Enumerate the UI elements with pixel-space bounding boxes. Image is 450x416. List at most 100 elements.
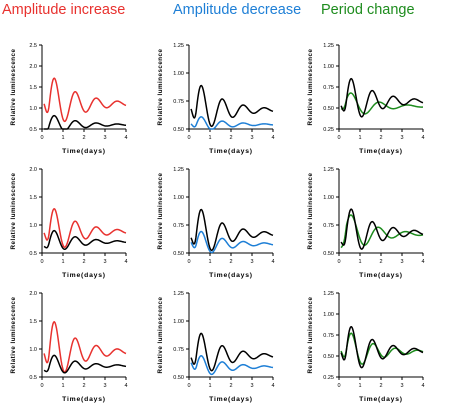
panel-r1-c2: 0.50 0.75 1.00 1.25 0 1 2 3 4 Time(days) Relative … — [157, 43, 275, 155]
y-tick-label: 1.5 — [29, 319, 37, 325]
y-tick-label: 0.5 — [29, 251, 37, 257]
y-tick-label: 0.75 — [323, 333, 334, 339]
y-axis-label: Relative luminescence — [307, 297, 314, 374]
series-line-treated — [190, 355, 274, 376]
x-tick-label: 2 — [379, 383, 382, 389]
series-line-treated — [43, 208, 127, 249]
series-line-control — [190, 84, 274, 128]
series-line-control — [340, 77, 424, 118]
y-tick-label: 2.0 — [29, 64, 37, 70]
y-tick-label: 1.25 — [323, 291, 334, 297]
y-tick-label: 1.00 — [173, 71, 184, 77]
x-tick-label: 4 — [124, 259, 127, 265]
x-tick-label: 1 — [208, 383, 211, 389]
series-line-treated — [190, 116, 274, 130]
x-tick-label: 0 — [40, 259, 43, 265]
y-tick-label: 1.0 — [29, 347, 37, 353]
y-tick-label: 0.50 — [323, 106, 334, 112]
y-tick-label: 1.00 — [323, 312, 334, 318]
y-axis-label: Relative luminescence — [307, 49, 314, 126]
x-tick-label: 2 — [229, 259, 232, 265]
x-tick-label: 1 — [358, 135, 361, 141]
y-tick-label: 1.00 — [323, 64, 334, 70]
y-tick-label: 1.5 — [29, 85, 37, 91]
y-tick-label: 2.0 — [29, 291, 37, 297]
x-tick-label: 4 — [271, 135, 274, 141]
y-tick-label: 0.50 — [173, 127, 184, 133]
x-tick-label: 0 — [187, 135, 190, 141]
panel-r1-c3: 0.25 0.50 0.75 1.00 1.25 0 1 2 3 4 Time(days) Relat… — [307, 43, 425, 155]
y-tick-label: 2.5 — [29, 43, 37, 49]
y-tick-label: 0.75 — [173, 347, 184, 353]
x-tick-label: 1 — [208, 135, 211, 141]
x-tick-label: 2 — [82, 135, 85, 141]
y-tick-label: 0.75 — [323, 223, 334, 229]
x-tick-label: 4 — [124, 135, 127, 141]
y-tick-label: 0.75 — [173, 223, 184, 229]
series-line-control — [44, 114, 127, 130]
y-axis-label: Relative luminescence — [157, 49, 164, 126]
y-axis-label: Relative luminescence — [157, 173, 164, 250]
x-tick-label: 0 — [337, 259, 340, 265]
y-tick-label: 0.75 — [323, 85, 334, 91]
series-line-control — [190, 332, 274, 372]
x-tick-label: 2 — [82, 259, 85, 265]
y-axis-label: Relative luminescence — [10, 49, 17, 126]
y-tick-label: 1.5 — [29, 195, 37, 201]
series-line-treated — [43, 77, 127, 123]
x-tick-label: 1 — [358, 259, 361, 265]
x-tick-label: 3 — [103, 259, 106, 265]
x-axis-label: Time(days) — [359, 272, 403, 279]
y-tick-label: 0.75 — [173, 99, 184, 105]
x-tick-label: 4 — [271, 383, 274, 389]
y-tick-label: 0.25 — [323, 375, 334, 381]
x-tick-label: 0 — [337, 383, 340, 389]
y-axis-label: Relative luminescence — [307, 173, 314, 250]
series-line-treated — [43, 321, 127, 373]
y-tick-label: 0.50 — [173, 251, 184, 257]
y-tick-label: 1.0 — [29, 223, 37, 229]
x-tick-label: 1 — [61, 135, 64, 141]
x-axis-label: Time(days) — [209, 148, 253, 155]
x-tick-label: 4 — [421, 383, 424, 389]
x-axis-label: Time(days) — [209, 396, 253, 403]
y-axis-label: Relative luminescence — [10, 173, 17, 250]
x-axis-label: Time(days) — [62, 396, 106, 403]
y-tick-label: 1.25 — [173, 167, 184, 173]
y-tick-label: 0.50 — [323, 251, 334, 257]
panel-r1-c1: 0.5 1.0 1.5 2.0 2.5 0 1 2 3 4 Time(days) Relative l… — [10, 43, 128, 155]
panel-r2-c1: 0.5 1.0 1.5 2.0 0 1 2 3 4 Time(days) Relative lumi… — [10, 167, 128, 279]
series-line-treated — [340, 332, 424, 365]
x-tick-label: 4 — [271, 259, 274, 265]
x-tick-label: 3 — [103, 383, 106, 389]
y-axis-label: Relative luminescence — [10, 297, 17, 374]
y-tick-label: 0.5 — [29, 375, 37, 381]
y-tick-label: 1.25 — [323, 167, 334, 173]
x-tick-label: 0 — [187, 259, 190, 265]
x-tick-label: 0 — [40, 383, 43, 389]
x-tick-label: 1 — [61, 259, 64, 265]
x-tick-label: 3 — [103, 135, 106, 141]
x-tick-label: 2 — [229, 383, 232, 389]
y-tick-label: 1.00 — [173, 195, 184, 201]
series-line-control — [340, 208, 424, 250]
y-tick-label: 0.25 — [323, 127, 334, 133]
panel-r2-c2: 0.50 0.75 1.00 1.25 0 1 2 3 4 Time(days) Relative … — [157, 167, 275, 279]
y-tick-label: 1.25 — [173, 291, 184, 297]
series-line-treated — [340, 92, 424, 115]
series-line-control — [43, 354, 127, 374]
x-tick-label: 1 — [358, 383, 361, 389]
x-tick-label: 0 — [187, 383, 190, 389]
panel-r3-c1: 0.5 1.0 1.5 2.0 0 1 2 3 4 Time(days) Relative lumi… — [10, 291, 128, 403]
y-tick-label: 1.25 — [173, 43, 184, 49]
panel-r3-c3: 0.25 0.50 0.75 1.00 1.25 0 1 2 3 4 Time(days) Relat… — [307, 291, 425, 403]
x-axis-label: Time(days) — [359, 148, 403, 155]
panel-r2-c3: 0.50 0.75 1.00 1.25 0 1 2 3 4 Time(days) Relative … — [307, 167, 425, 279]
series-line-control — [43, 229, 127, 251]
x-tick-label: 3 — [250, 135, 253, 141]
y-tick-label: 0.5 — [29, 127, 37, 133]
x-tick-label: 2 — [229, 135, 232, 141]
x-tick-label: 1 — [61, 383, 64, 389]
y-axis-label: Relative luminescence — [157, 297, 164, 374]
